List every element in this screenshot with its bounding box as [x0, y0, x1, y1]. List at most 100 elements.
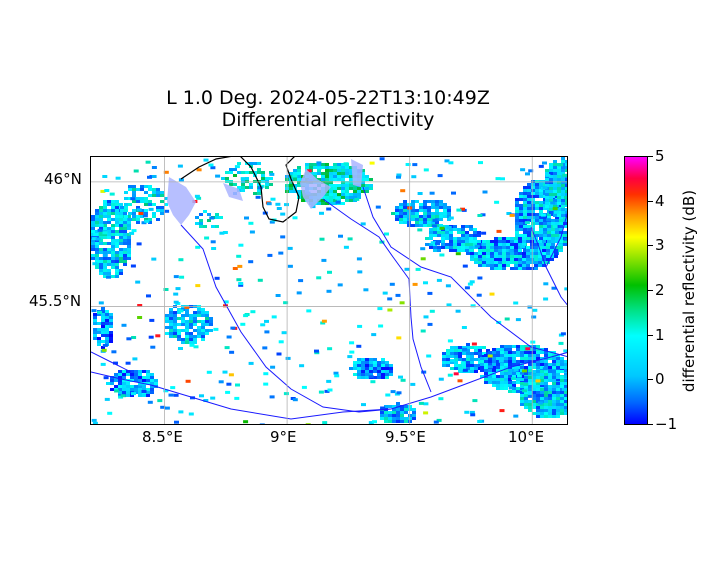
- lake-lugano: [223, 183, 243, 201]
- radar-echo-pixel: [504, 387, 508, 390]
- radar-echo-pixel: [431, 212, 435, 215]
- radar-echo-pixel: [137, 316, 143, 319]
- radar-echo-pixel: [150, 388, 154, 391]
- radar-echo-pixel: [103, 206, 107, 209]
- radar-echo-pixel: [193, 329, 197, 332]
- radar-echo-pixel: [543, 297, 549, 301]
- radar-echo-pixel: [207, 213, 211, 216]
- radar-echo-pixel: [333, 175, 337, 178]
- radar-echo-pixel: [411, 175, 417, 179]
- radar-echo-pixel: [333, 169, 337, 172]
- radar-echo-pixel: [536, 351, 540, 354]
- radar-echo-pixel: [565, 193, 567, 196]
- radar-echo-pixel: [539, 219, 543, 222]
- radar-echo-pixel: [502, 237, 506, 240]
- radar-echo-pixel: [97, 313, 101, 316]
- radar-echo-pixel: [435, 206, 439, 209]
- radar-echo-pixel: [241, 189, 245, 192]
- radar-echo-pixel: [454, 349, 458, 352]
- radar-echo-pixel: [512, 387, 516, 390]
- radar-echo-pixel: [415, 218, 419, 221]
- radar-echo-pixel: [447, 212, 451, 215]
- radar-echo-pixel: [555, 228, 559, 231]
- radar-echo-pixel: [411, 209, 415, 212]
- radar-echo-pixel: [504, 345, 508, 348]
- radar-echo-pixel: [523, 231, 527, 234]
- radar-echo-pixel: [506, 237, 510, 240]
- radar-echo-pixel: [486, 246, 490, 249]
- radar-echo-pixel: [516, 366, 520, 369]
- radar-echo-pixel: [565, 178, 567, 181]
- radar-echo-pixel: [185, 329, 189, 332]
- radar-echo-pixel: [131, 336, 137, 339]
- radar-echo-pixel: [321, 199, 325, 202]
- radar-echo-pixel: [540, 363, 544, 366]
- radar-echo-pixel: [360, 222, 366, 226]
- radar-echo-pixel: [205, 323, 209, 326]
- radar-echo-pixel: [504, 366, 508, 369]
- radar-echo-pixel: [327, 388, 333, 392]
- radar-echo-pixel: [197, 311, 201, 314]
- radar-echo-pixel: [556, 366, 560, 369]
- radar-echo-pixel: [546, 252, 550, 255]
- radar-echo-pixel: [292, 216, 298, 220]
- radar-echo-pixel: [111, 233, 115, 236]
- radar-echo-pixel: [478, 355, 482, 358]
- radar-echo-pixel: [488, 381, 492, 384]
- radar-echo-pixel: [119, 203, 123, 206]
- radar-echo-pixel: [453, 237, 457, 240]
- radar-echo-pixel: [420, 247, 426, 251]
- radar-echo-pixel: [99, 218, 103, 221]
- radar-echo-pixel: [467, 282, 473, 286]
- radar-echo-pixel: [384, 420, 388, 423]
- radar-echo-pixel: [563, 243, 567, 246]
- radar-echo-pixel: [127, 251, 131, 254]
- radar-echo-pixel: [337, 187, 341, 190]
- radar-echo-pixel: [357, 367, 361, 370]
- radar-echo-pixel: [111, 242, 115, 245]
- radar-echo-pixel: [284, 203, 289, 207]
- radar-echo-pixel: [465, 234, 469, 237]
- radar-echo-pixel: [325, 169, 329, 172]
- radar-echo-pixel: [101, 313, 105, 316]
- radar-echo-pixel: [545, 202, 549, 205]
- radar-echo-pixel: [209, 320, 213, 323]
- radar-echo-pixel: [417, 228, 423, 232]
- radar-echo-pixel: [343, 245, 349, 249]
- radar-echo-pixel: [201, 326, 205, 329]
- radar-echo-pixel: [484, 366, 488, 369]
- radar-echo-pixel: [441, 231, 445, 234]
- radar-echo-pixel: [107, 269, 111, 272]
- radar-echo-pixel: [528, 400, 532, 403]
- radar-echo-pixel: [498, 237, 502, 240]
- radar-echo-pixel: [482, 249, 486, 252]
- radar-echo-pixel: [91, 248, 95, 251]
- radar-echo-pixel: [552, 412, 556, 415]
- radar-echo-pixel: [111, 212, 115, 215]
- radar-echo-pixel: [341, 193, 345, 196]
- radar-echo-pixel: [325, 175, 329, 178]
- radar-echo-pixel: [357, 190, 361, 193]
- radar-echo-pixel: [555, 240, 559, 243]
- radar-echo-pixel: [542, 246, 546, 249]
- radar-echo-pixel: [508, 363, 512, 366]
- radar-echo-pixel: [257, 186, 263, 190]
- radar-echo-pixel: [539, 216, 543, 219]
- radar-echo-pixel: [185, 379, 191, 383]
- radar-echo-pixel: [197, 314, 201, 317]
- radar-echo-pixel: [513, 368, 519, 372]
- radar-echo-pixel: [321, 319, 327, 323]
- radar-echo-pixel: [95, 245, 99, 248]
- radar-echo-pixel: [337, 169, 341, 172]
- radar-echo-pixel: [115, 221, 119, 224]
- radar-echo-pixel: [565, 190, 567, 193]
- radar-echo-pixel: [123, 227, 127, 230]
- radar-echo-pixel: [442, 352, 446, 355]
- radar-echo-pixel: [211, 424, 216, 425]
- radar-echo-pixel: [261, 180, 265, 183]
- radar-echo-pixel: [379, 240, 385, 244]
- radar-echo-pixel: [115, 251, 119, 254]
- radar-echo-pixel: [126, 385, 130, 388]
- radar-echo-pixel: [250, 310, 256, 314]
- radar-echo-pixel: [494, 252, 498, 255]
